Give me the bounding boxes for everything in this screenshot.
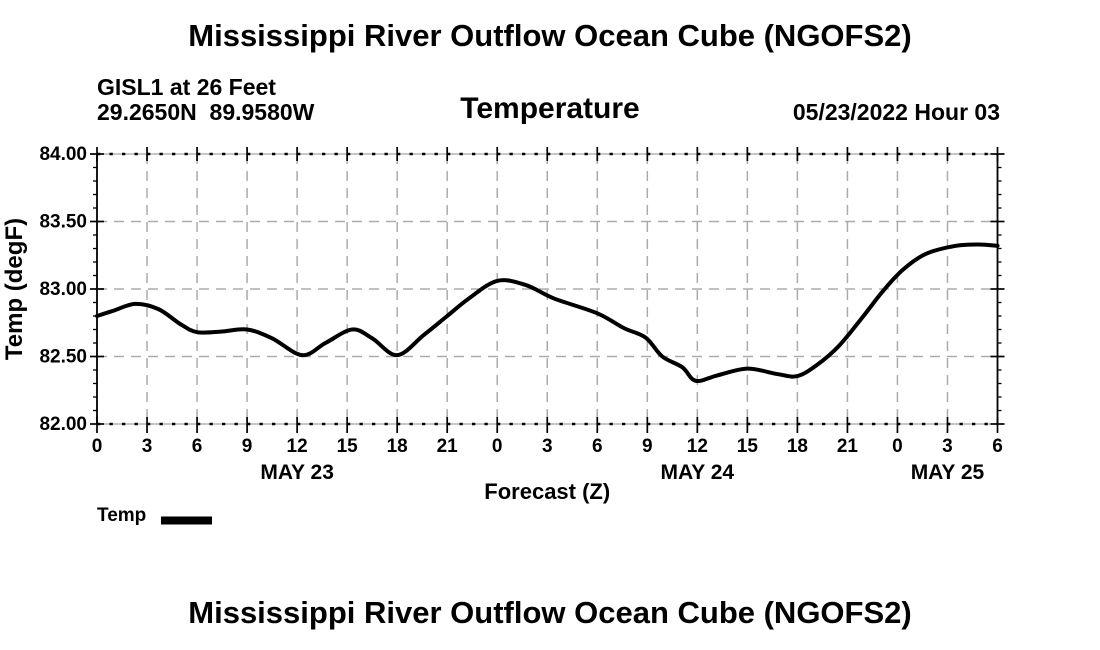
svg-text:82.50: 82.50 — [39, 347, 87, 368]
svg-text:3: 3 — [942, 436, 953, 457]
svg-text:21: 21 — [437, 436, 459, 457]
svg-text:18: 18 — [787, 436, 808, 457]
svg-text:12: 12 — [687, 436, 708, 457]
svg-text:83.00: 83.00 — [39, 279, 87, 300]
svg-text:0: 0 — [92, 436, 103, 457]
svg-text:12: 12 — [287, 436, 308, 457]
svg-text:0: 0 — [492, 436, 503, 457]
svg-text:18: 18 — [387, 436, 408, 457]
svg-text:9: 9 — [642, 436, 653, 457]
svg-text:6: 6 — [992, 436, 1003, 457]
svg-text:83.50: 83.50 — [39, 212, 87, 233]
svg-text:15: 15 — [737, 436, 759, 457]
svg-text:15: 15 — [337, 436, 359, 457]
svg-text:MAY 25: MAY 25 — [911, 461, 985, 484]
svg-text:MAY 23: MAY 23 — [260, 461, 334, 484]
svg-text:84.00: 84.00 — [39, 144, 87, 165]
svg-text:3: 3 — [542, 436, 553, 457]
svg-text:Forecast (Z): Forecast (Z) — [484, 479, 610, 504]
svg-text:21: 21 — [837, 436, 859, 457]
svg-text:0: 0 — [892, 436, 903, 457]
svg-text:6: 6 — [592, 436, 603, 457]
svg-text:Temp (degF): Temp (degF) — [1, 218, 28, 360]
svg-text:82.00: 82.00 — [39, 414, 87, 435]
svg-text:9: 9 — [242, 436, 253, 457]
svg-text:6: 6 — [192, 436, 203, 457]
svg-text:3: 3 — [142, 436, 153, 457]
svg-text:MAY 24: MAY 24 — [661, 461, 735, 484]
